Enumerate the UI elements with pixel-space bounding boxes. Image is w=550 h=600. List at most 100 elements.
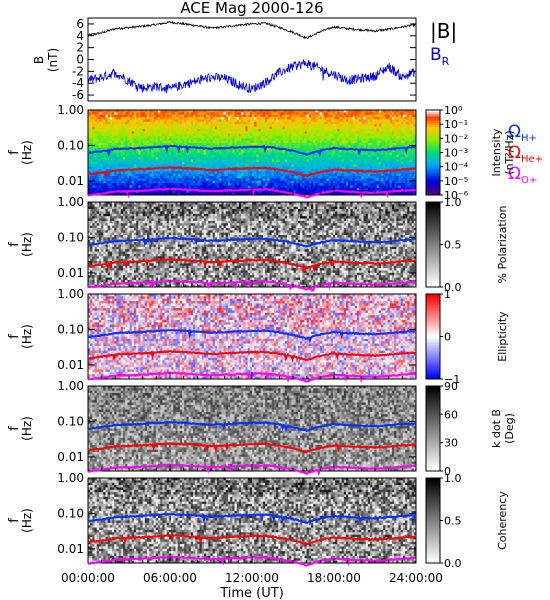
spectrogram-cell	[363, 154, 367, 158]
spectrogram-cell	[394, 145, 397, 149]
spectrogram-cell	[260, 110, 264, 113]
spectrogram-cell	[217, 114, 220, 118]
spectrogram-cell	[346, 112, 349, 116]
spectrogram-cell	[365, 117, 369, 120]
spectrogram-cell	[182, 117, 185, 120]
spectrogram-cell	[324, 117, 327, 120]
spectrogram-cell	[208, 140, 211, 144]
spectrogram-cell	[413, 138, 417, 142]
spectrogram-cell	[354, 133, 358, 137]
spectrogram-cell	[98, 121, 102, 125]
spectrogram-cell	[317, 147, 321, 151]
spectrogram-cell	[258, 126, 262, 130]
spectrogram-cell	[238, 135, 242, 139]
spectrogram-cell	[398, 150, 402, 153]
spectrogram-cell	[361, 135, 364, 139]
spectrogram-cell	[378, 126, 382, 130]
spectrogram-cell	[238, 140, 242, 144]
spectrogram-cell	[236, 119, 240, 123]
spectrogram-cell	[341, 128, 345, 132]
spectrogram-cell	[125, 112, 128, 116]
spectrogram-cell	[286, 140, 290, 144]
spectrogram-cell	[208, 159, 211, 163]
spectrogram-cell	[151, 128, 154, 132]
spectrogram-cell	[337, 110, 340, 113]
spectrogram-cell	[243, 147, 246, 151]
spectrogram-cell	[147, 110, 150, 113]
spectrogram-cell	[304, 135, 308, 139]
spectrogram-cell	[225, 138, 229, 142]
spectrogram-cell	[184, 152, 187, 156]
spectrogram-cell	[271, 138, 275, 142]
spectrogram-cell	[243, 117, 246, 120]
spectrogram-cell	[374, 126, 378, 130]
spectrogram-cell	[92, 147, 95, 151]
spectrogram-cell	[370, 157, 373, 160]
spectrogram-cell	[387, 143, 391, 146]
spectrogram-cell	[116, 121, 120, 125]
spectrogram-cell	[164, 131, 168, 135]
spectrogram-cell	[138, 128, 141, 132]
spectrogram-cell	[381, 114, 384, 118]
spectrogram-cell	[352, 119, 356, 123]
spectrogram-cell	[219, 135, 222, 139]
spectrogram-cell	[182, 143, 185, 146]
spectrogram-cell	[400, 126, 404, 130]
spectrogram-cell	[378, 114, 382, 118]
spectrogram-cell	[109, 128, 113, 132]
spectrogram-cell	[280, 128, 284, 132]
spectrogram-cell	[238, 150, 242, 153]
spectrogram-cell	[413, 147, 417, 151]
spectrogram-cell	[252, 121, 255, 125]
spectrogram-cell	[206, 112, 209, 116]
spectrogram-cell	[120, 124, 124, 127]
spectrogram-cell	[350, 112, 353, 116]
spectrogram-cell	[219, 150, 222, 153]
spectrogram-cell	[195, 150, 198, 153]
spectrogram-cell	[365, 128, 369, 132]
spectrogram-cell	[387, 114, 391, 118]
spectrogram-cell	[383, 157, 386, 160]
spectrogram-cell	[199, 114, 203, 118]
spectrogram-cell	[171, 138, 174, 142]
spectrogram-cell	[166, 138, 170, 142]
spectrogram-cell	[96, 157, 100, 160]
spectrogram-cell	[90, 114, 93, 118]
spectrogram-cell	[311, 128, 314, 132]
spectrogram-cell	[107, 138, 111, 142]
spectrogram-cell	[346, 110, 349, 113]
spectrogram-cell	[125, 126, 128, 130]
spectrogram-cell	[278, 124, 281, 127]
spectrogram-cell	[164, 119, 168, 123]
spectrogram-cell	[190, 131, 194, 135]
spectrogram-cell	[214, 110, 218, 113]
spectrogram-cell	[179, 135, 183, 139]
spectrogram-cell	[381, 135, 384, 139]
spectrogram-cell	[149, 138, 152, 142]
spectrogram-cell	[98, 110, 102, 113]
spectrogram-cell	[230, 121, 233, 125]
spectrogram-cell	[256, 150, 259, 153]
spectrogram-cell	[376, 157, 380, 160]
spectrogram-cell	[315, 131, 318, 135]
spectrogram-cell	[276, 140, 279, 144]
spectrogram-cell	[101, 140, 104, 144]
spectrogram-cell	[252, 152, 255, 156]
spectrogram-cell	[168, 121, 172, 125]
spectrogram-cell	[267, 138, 270, 142]
spectrogram-cell	[171, 126, 174, 130]
spectrogram-cell	[400, 150, 404, 153]
spectrogram-cell	[164, 159, 168, 163]
spectrogram-cell	[363, 133, 367, 137]
spectrogram-cell	[356, 128, 360, 132]
spectrogram-cell	[90, 117, 93, 120]
spectrogram-cell	[291, 112, 294, 116]
spectrogram-cell	[339, 150, 343, 153]
spectrogram-cell	[304, 121, 308, 125]
spectrogram-cell	[125, 117, 128, 120]
spectrogram-cell	[348, 126, 351, 130]
spectrogram-cell	[343, 140, 347, 144]
spectrogram-cell	[175, 119, 179, 123]
spectrogram-cell	[227, 138, 231, 142]
